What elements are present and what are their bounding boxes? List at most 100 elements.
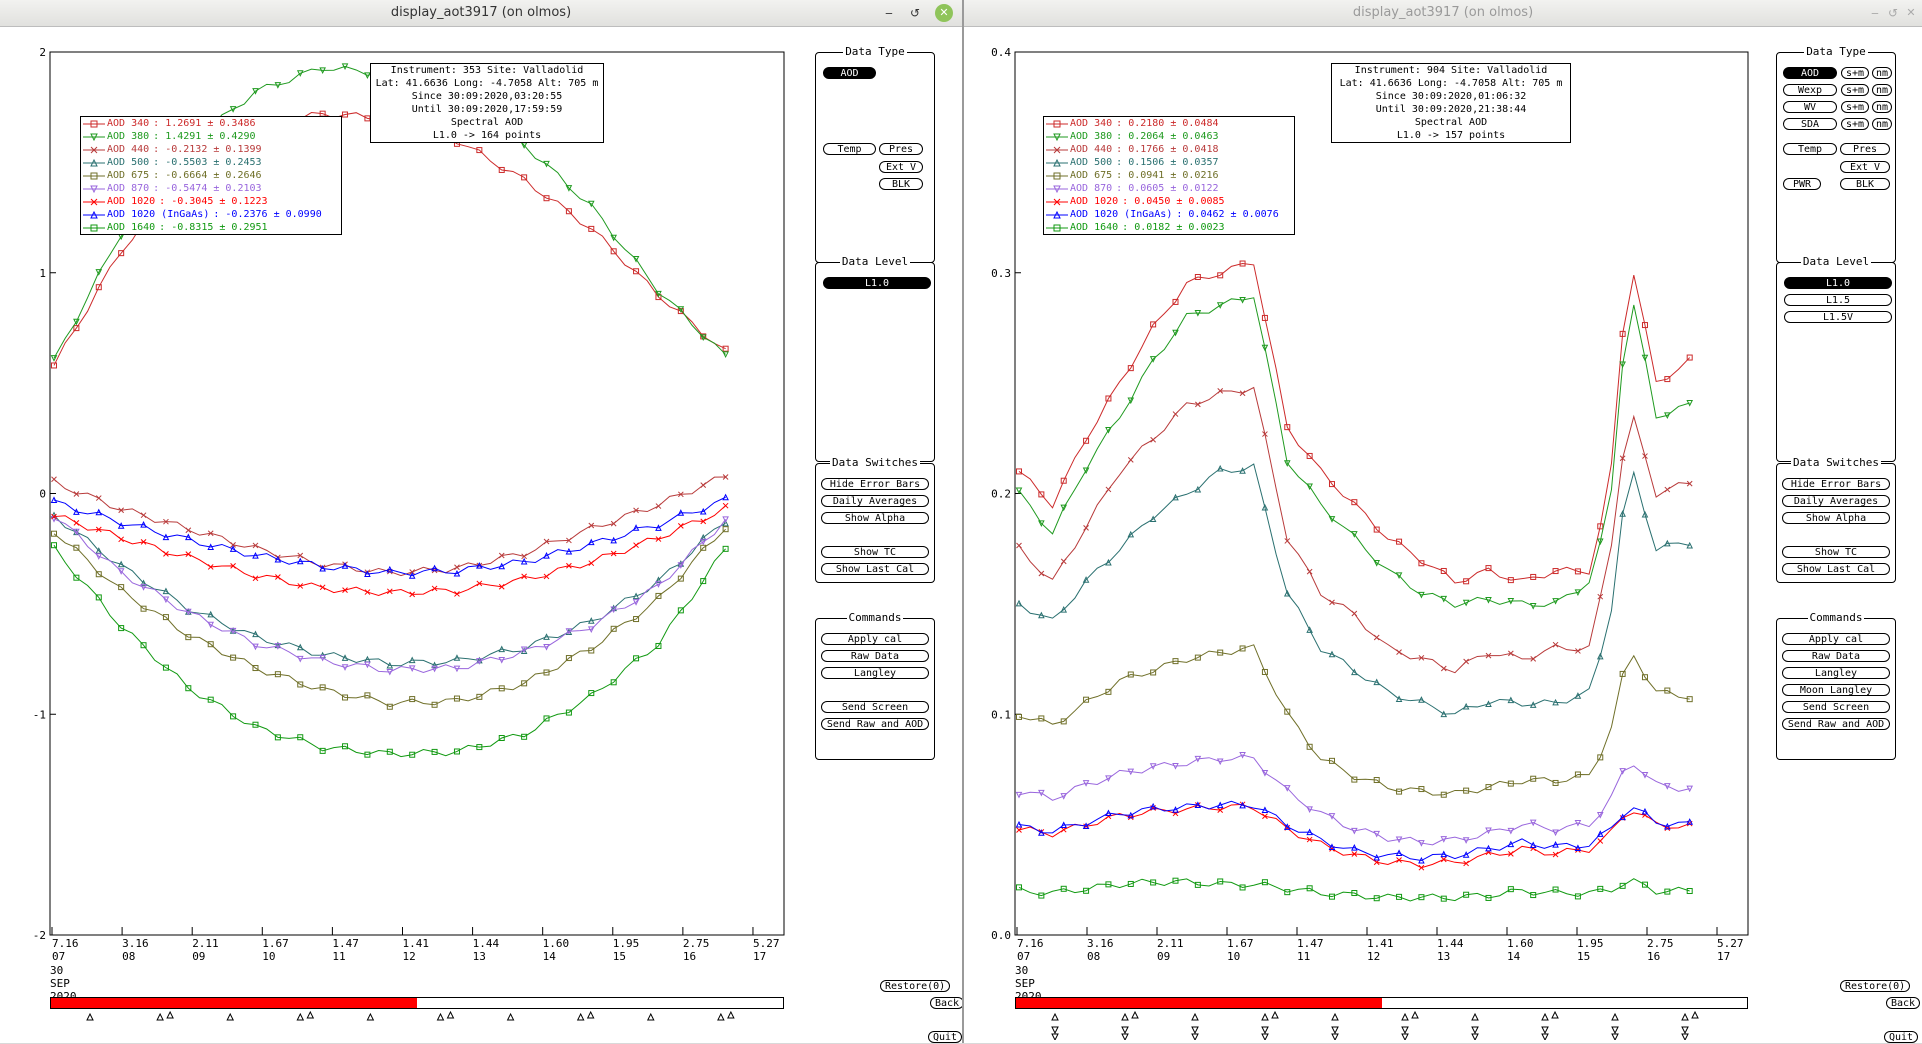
data-type-sda-button[interactable]: SDA	[1783, 118, 1837, 130]
data-switches-hide-error-bars-button[interactable]: Hide Error Bars	[821, 478, 929, 490]
series-line	[53, 528, 726, 708]
data-switches-show-last-cal-button[interactable]: Show Last Cal	[821, 563, 929, 575]
data-type-pres-button[interactable]: Pres	[1840, 143, 1890, 155]
data-point	[1060, 605, 1068, 613]
series-aod-675	[51, 526, 729, 710]
data-type-s-m-button[interactable]: s+m	[1841, 118, 1869, 130]
commands-langley-button[interactable]: Langley	[1782, 667, 1890, 679]
series-line	[1018, 800, 1690, 862]
series-aod-1640	[1016, 877, 1693, 902]
commands-moon-langley-button[interactable]: Moon Langley	[1782, 684, 1890, 696]
data-point	[1127, 457, 1134, 463]
data-type-nm-button[interactable]: nm	[1872, 84, 1892, 96]
commands-send-raw-and-aod-button[interactable]: Send Raw and AOD	[821, 718, 929, 730]
data-point	[1262, 813, 1268, 820]
data-point	[1060, 477, 1067, 484]
commands-apply-cal-button[interactable]: Apply cal	[1782, 633, 1890, 645]
back-button[interactable]: Back	[1886, 997, 1921, 1009]
data-point	[454, 564, 460, 571]
data-point	[1216, 302, 1224, 309]
data-point	[1105, 881, 1112, 888]
titlebar[interactable]: display_aot3917 (on olmos) ‒ ↺ ✕	[964, 0, 1922, 27]
data-point	[498, 685, 505, 692]
minimize-icon[interactable]: ‒	[1871, 6, 1879, 20]
data-point	[51, 513, 57, 520]
data-point	[1239, 467, 1246, 474]
data-point	[162, 533, 170, 541]
data-point	[655, 642, 662, 649]
quit-button[interactable]: Quit	[928, 1031, 963, 1043]
data-level-l1-5v-button[interactable]: L1.5V	[1784, 311, 1892, 323]
restore-button[interactable]: Restore(0)	[1840, 980, 1911, 992]
data-type-nm-button[interactable]: nm	[1872, 118, 1892, 130]
data-point	[610, 234, 617, 242]
data-type-pres-button[interactable]: Pres	[879, 143, 923, 155]
restore-window-icon[interactable]: ↺	[1887, 6, 1899, 20]
titlebar[interactable]: display_aot3917 (on olmos) ‒ ↺ ✕	[0, 0, 962, 27]
data-type-s-m-button[interactable]: s+m	[1841, 101, 1869, 113]
commands-langley-button[interactable]: Langley	[821, 667, 929, 679]
data-type-temp-button[interactable]: Temp	[1783, 143, 1837, 155]
restore-window-icon[interactable]: ↺	[909, 6, 921, 20]
data-type-aod-button[interactable]: AOD	[823, 67, 876, 79]
commands-send-raw-and-aod-button[interactable]: Send Raw and AOD	[1782, 718, 1890, 730]
data-type-pwr-button[interactable]: PWR	[1783, 178, 1821, 190]
info-line2: Lat: 41.6636 Long: -4.7058 Alt: 705 m	[1339, 78, 1563, 89]
data-point	[1038, 491, 1045, 498]
data-switches-daily-averages-button[interactable]: Daily Averages	[821, 495, 929, 507]
restore-button[interactable]: Restore(0)	[880, 980, 951, 992]
commands-raw-data-button[interactable]: Raw Data	[821, 650, 929, 662]
data-type-ext-v-button[interactable]: Ext V	[879, 161, 923, 173]
data-type-nm-button[interactable]: nm	[1872, 67, 1892, 79]
panel-data-level: Data Level L1.0 L1.5 L1.5V	[1776, 255, 1896, 462]
x-tick-label-top: 1.60	[1507, 937, 1534, 950]
legend-value: : 0.0941 ± 0.0216	[1116, 170, 1219, 181]
data-point	[722, 502, 729, 509]
quit-button[interactable]: Quit	[1884, 1031, 1919, 1043]
commands-raw-data-button[interactable]: Raw Data	[1782, 650, 1890, 662]
aod-chart[interactable]: 210-1-27.16073.16082.11091.67101.47111.4…	[0, 27, 962, 1043]
data-point	[73, 508, 80, 515]
data-switches-show-last-cal-button[interactable]: Show Last Cal	[1782, 563, 1890, 575]
close-icon[interactable]: ✕	[1906, 6, 1916, 19]
time-progress-bar[interactable]	[1015, 997, 1748, 1009]
legend-value: : 1.2691 ± 0.3486	[153, 118, 256, 129]
data-point	[1082, 780, 1090, 787]
legend-marker-icon	[83, 210, 105, 219]
close-icon[interactable]: ✕	[935, 4, 953, 22]
data-point	[297, 681, 304, 688]
x-tick-label-top: 2.75	[1647, 937, 1674, 950]
data-switches-show-alpha-button[interactable]: Show Alpha	[1782, 512, 1890, 524]
data-type-wexp-button[interactable]: Wexp	[1783, 84, 1837, 96]
commands-send-screen-button[interactable]: Send Screen	[821, 701, 929, 713]
data-point	[252, 665, 259, 672]
data-point	[588, 560, 595, 567]
data-point	[655, 536, 662, 542]
data-point	[1507, 840, 1515, 848]
data-point	[1574, 893, 1581, 900]
data-type-temp-button[interactable]: Temp	[823, 143, 876, 155]
data-type-wv-button[interactable]: WV	[1783, 101, 1837, 113]
data-type-s-m-button[interactable]: s+m	[1841, 67, 1869, 79]
commands-apply-cal-button[interactable]: Apply cal	[821, 633, 929, 645]
data-switches-show-tc-button[interactable]: Show TC	[821, 546, 929, 558]
data-level-l1-5-button[interactable]: L1.5	[1784, 294, 1892, 306]
commands-send-screen-button[interactable]: Send Screen	[1782, 701, 1890, 713]
data-level-l1-0-button[interactable]: L1.0	[1784, 277, 1892, 289]
data-switches-hide-error-bars-button[interactable]: Hide Error Bars	[1782, 478, 1890, 490]
data-type-nm-button[interactable]: nm	[1872, 101, 1892, 113]
data-level-l1-0-button[interactable]: L1.0	[823, 277, 931, 289]
data-point	[610, 536, 617, 544]
time-progress-bar[interactable]	[50, 997, 784, 1009]
data-switches-show-alpha-button[interactable]: Show Alpha	[821, 512, 929, 524]
data-type-blk-button[interactable]: BLK	[1840, 178, 1890, 190]
minimize-icon[interactable]: ‒	[885, 6, 893, 20]
back-button[interactable]: Back	[930, 997, 965, 1009]
data-type-s-m-button[interactable]: s+m	[1841, 84, 1869, 96]
data-type-aod-button[interactable]: AOD	[1783, 67, 1837, 79]
data-switches-daily-averages-button[interactable]: Daily Averages	[1782, 495, 1890, 507]
data-type-blk-button[interactable]: BLK	[879, 178, 923, 190]
data-switches-show-tc-button[interactable]: Show TC	[1782, 546, 1890, 558]
data-type-ext-v-button[interactable]: Ext V	[1840, 161, 1890, 173]
